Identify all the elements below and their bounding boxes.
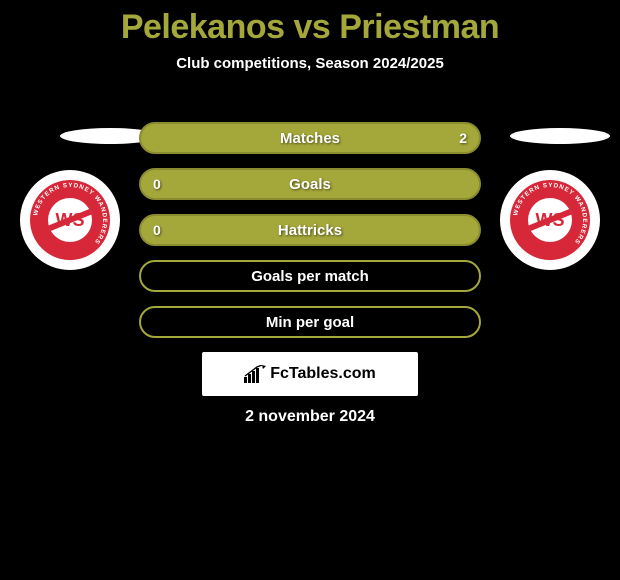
left-club-badge: WESTERN SYDNEY WANDERERS WS <box>20 170 120 270</box>
right-card-oval <box>510 128 610 144</box>
stats-table: Matches 2 Goals 0 Hattricks 0 Goals per match M… <box>139 122 481 352</box>
stat-label: Goals <box>289 176 331 193</box>
right-club-badge: WESTERN SYDNEY WANDERERS WS <box>500 170 600 270</box>
stat-row: Matches 2 <box>139 122 481 154</box>
stat-row: Min per goal <box>139 306 481 338</box>
stat-value-left: 0 <box>153 176 161 192</box>
stat-label: Goals per match <box>251 268 369 285</box>
brand-card[interactable]: FcTables.com <box>202 352 418 396</box>
stat-label: Hattricks <box>278 222 342 239</box>
page-title: Pelekanos vs Priestman <box>0 8 620 47</box>
stat-label: Min per goal <box>266 314 354 331</box>
stat-row: Hattricks 0 <box>139 214 481 246</box>
subtitle: Club competitions, Season 2024/2025 <box>0 55 620 72</box>
stat-value-right: 2 <box>459 130 467 146</box>
stat-label: Matches <box>280 130 340 147</box>
stat-row: Goals per match <box>139 260 481 292</box>
date-text: 2 november 2024 <box>0 408 620 426</box>
brand-text: FcTables.com <box>270 365 376 383</box>
stat-value-left: 0 <box>153 222 161 238</box>
badge-center-right: WS <box>528 198 572 242</box>
stat-row: Goals 0 <box>139 168 481 200</box>
badge-center-left: WS <box>48 198 92 242</box>
bars-icon <box>244 365 266 383</box>
